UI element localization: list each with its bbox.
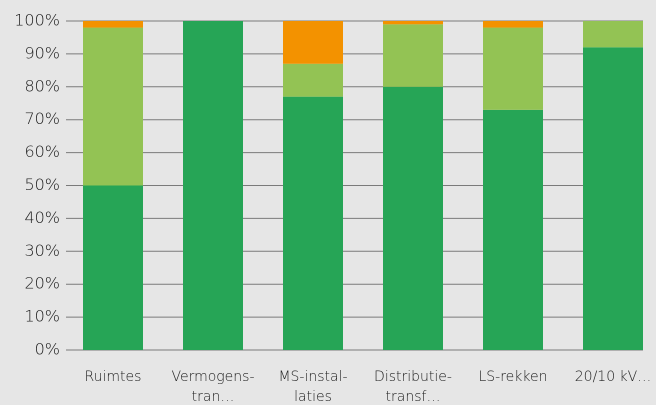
y-tick-label: 100% [14, 11, 60, 30]
x-tick-label-line: 20/10 kV… [575, 369, 651, 385]
x-tick-label-line: laties [294, 389, 332, 405]
bar-segment [483, 27, 543, 110]
y-tick-label: 60% [24, 142, 60, 161]
y-tick-label: 40% [24, 208, 60, 227]
y-tick-label: 30% [24, 241, 60, 260]
bar-segment [383, 24, 443, 87]
bar-segment [83, 21, 143, 28]
bar-segment [483, 21, 543, 28]
bar-segment [583, 21, 643, 48]
y-tick-label: 0% [35, 340, 60, 359]
y-tick-label: 70% [24, 109, 60, 128]
bar-segment [183, 21, 243, 350]
x-tick-label-line: LS-rekken [478, 369, 547, 385]
x-tick-label-line: Vermogens- [171, 369, 254, 385]
y-tick-label: 90% [24, 43, 60, 62]
y-tick-label: 80% [24, 76, 60, 95]
x-tick-label: MS-instal-laties [278, 369, 347, 405]
bar-segment [283, 96, 343, 350]
x-tick-label-line: transf… [386, 389, 441, 405]
x-tick-label: Distributie-transf… [374, 369, 452, 405]
y-tick-label: 10% [24, 307, 60, 326]
y-tick-label: 50% [24, 175, 60, 194]
bar-segment [383, 86, 443, 351]
bar-segment [83, 27, 143, 186]
x-tick-label: LS-rekken [478, 369, 547, 385]
bar-segment [583, 47, 643, 350]
x-tick-label-line: Distributie- [374, 369, 452, 385]
x-tick-label-line: tran… [192, 389, 235, 405]
bar-segment [283, 63, 343, 97]
x-tick-label: 20/10 kV… [575, 369, 651, 385]
x-tick-label-line: Ruimtes [85, 369, 142, 385]
y-tick-label: 20% [24, 274, 60, 293]
bar-segment [83, 185, 143, 350]
x-tick-label: Vermogens-tran… [171, 369, 254, 405]
x-tick-label: Ruimtes [85, 369, 142, 385]
x-tick-label-line: MS-instal- [278, 369, 347, 385]
bar-segment [283, 21, 343, 64]
bar-segment [483, 109, 543, 350]
bar-segment [383, 21, 443, 25]
